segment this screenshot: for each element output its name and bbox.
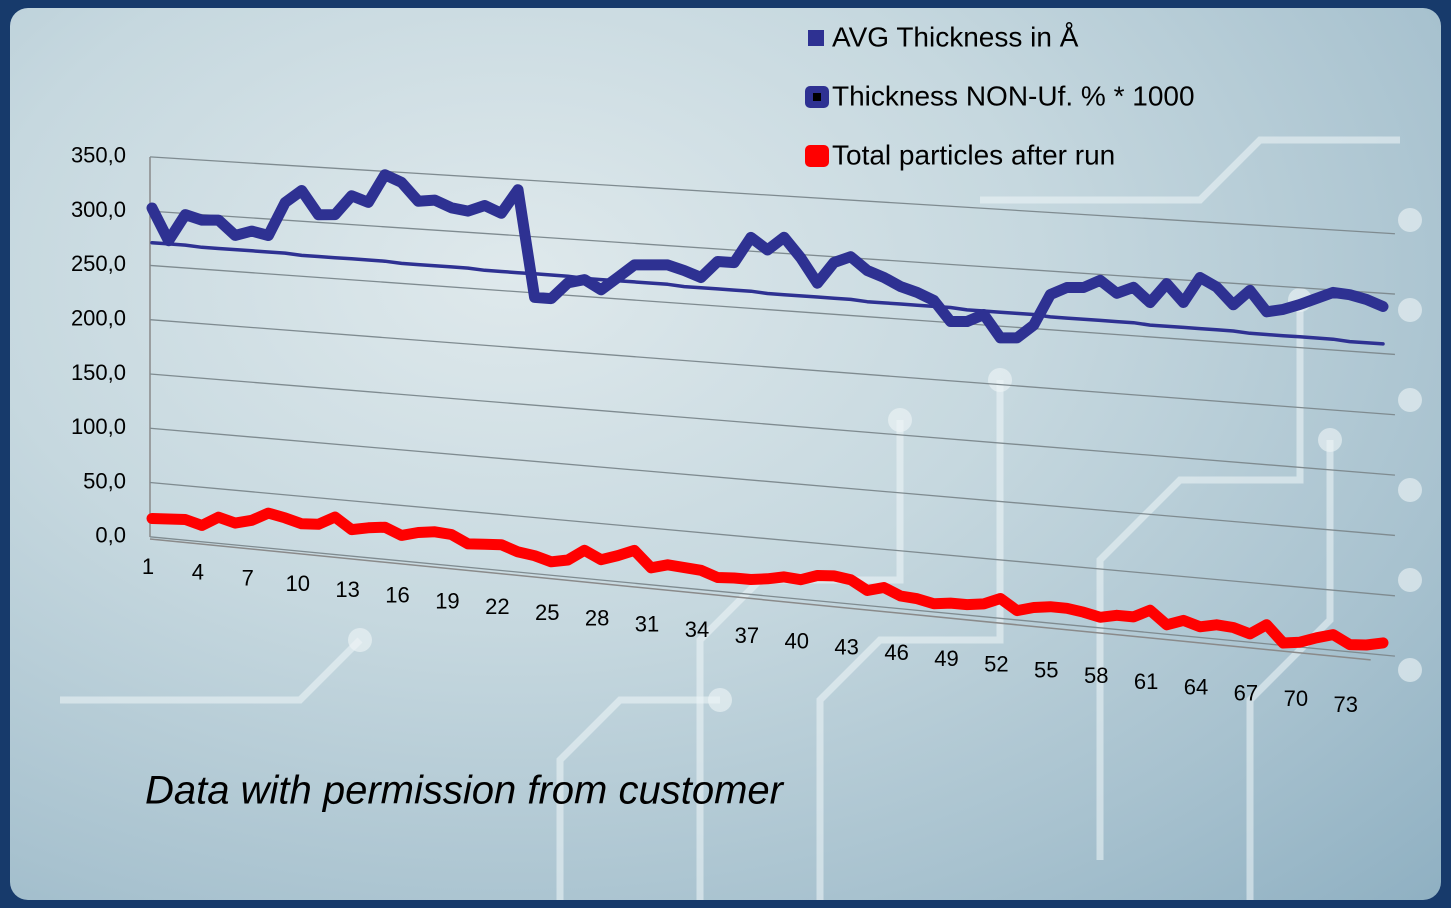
grid-line	[150, 374, 1395, 475]
x-tick-label: 61	[1134, 669, 1158, 694]
chart: Data with permission from customer 0,0 50…	[0, 0, 1451, 908]
x-tick-label: 67	[1234, 680, 1258, 705]
legend-label: Thickness NON-Uf. % * 1000	[832, 80, 1195, 111]
legend-label: Total particles after run	[832, 139, 1115, 170]
x-tick-label: 7	[242, 565, 254, 590]
x-tick-label: 22	[485, 594, 509, 619]
x-tick-label: 34	[685, 617, 709, 642]
legend-label: AVG Thickness in Å	[832, 21, 1079, 52]
y-tick-label: 150,0	[71, 360, 126, 385]
annotation: Data with permission from customer	[145, 769, 785, 813]
x-tick-label: 13	[335, 577, 359, 602]
legend-marker	[808, 30, 824, 46]
x-tick-label: 4	[192, 560, 204, 585]
y-tick-label: 0,0	[95, 523, 126, 548]
series-line	[152, 243, 1383, 344]
x-tick-label: 10	[285, 571, 309, 596]
x-tick-label: 58	[1084, 663, 1108, 688]
x-tick-label: 28	[585, 606, 609, 631]
y-tick-label: 50,0	[83, 468, 126, 493]
x-tick-label: 31	[635, 611, 659, 636]
y-tick-label: 350,0	[71, 143, 126, 168]
x-tick-label: 19	[435, 588, 459, 613]
page: Data with permission from customer 0,0 50…	[0, 0, 1451, 908]
x-tick-label: 64	[1184, 675, 1208, 700]
x-tick-label: 37	[735, 623, 759, 648]
x-tick-label: 25	[535, 600, 559, 625]
x-tick-label: 52	[984, 652, 1008, 677]
grid-line	[150, 320, 1395, 415]
x-tick-label: 73	[1333, 692, 1357, 717]
legend-marker	[805, 145, 829, 167]
legend-marker-dot	[813, 93, 821, 101]
y-tick-label: 300,0	[71, 197, 126, 222]
x-axis-line	[150, 539, 1371, 660]
y-tick-label: 100,0	[71, 414, 126, 439]
y-tick-label: 250,0	[71, 251, 126, 276]
x-tick-label: 16	[385, 583, 409, 608]
x-tick-label: 70	[1284, 686, 1308, 711]
y-tick-label: 200,0	[71, 306, 126, 331]
x-tick-label: 55	[1034, 657, 1058, 682]
x-tick-label: 49	[934, 646, 958, 671]
x-tick-label: 1	[142, 554, 154, 579]
x-tick-label: 43	[834, 634, 858, 659]
x-tick-label: 46	[884, 640, 908, 665]
x-tick-label: 40	[785, 629, 809, 654]
